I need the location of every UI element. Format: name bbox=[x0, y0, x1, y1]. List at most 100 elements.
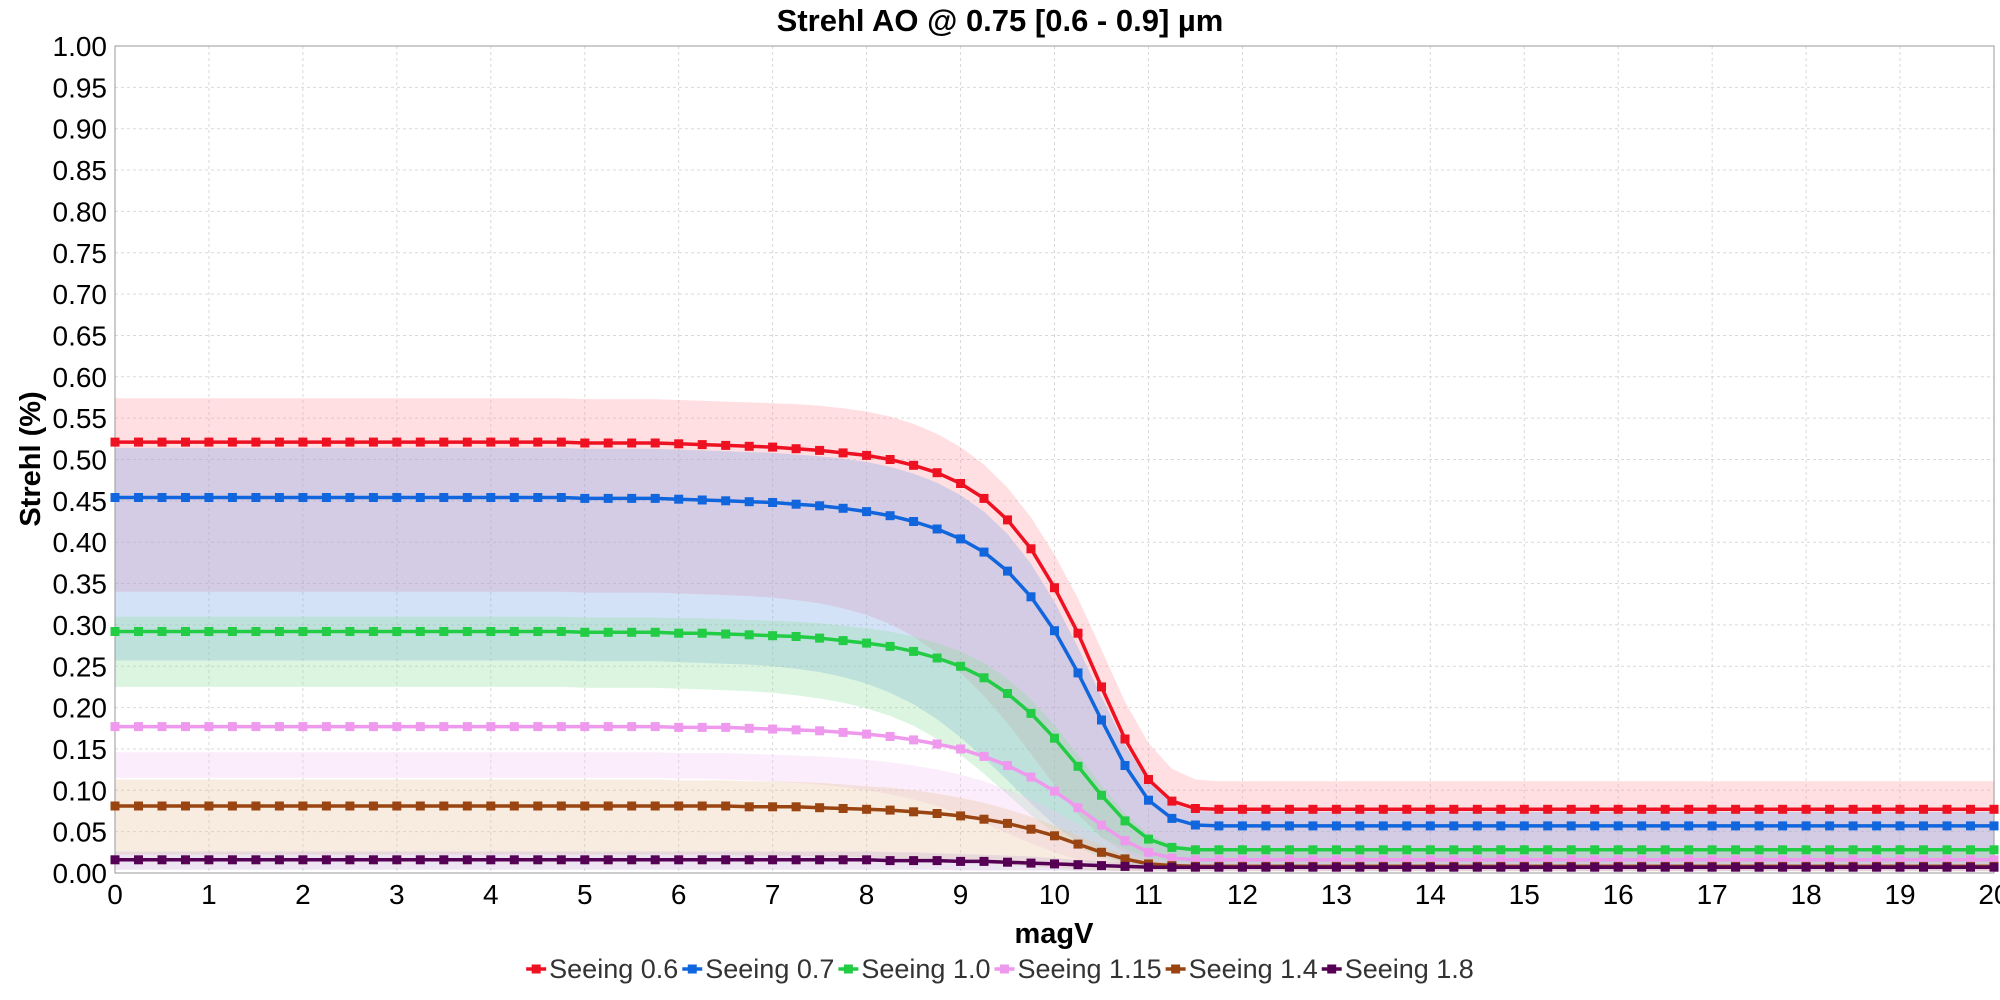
legend-label: Seeing 1.8 bbox=[1345, 954, 1474, 984]
plot-area-frame bbox=[114, 45, 1995, 874]
data-point bbox=[1120, 861, 1130, 871]
data-point bbox=[1026, 772, 1036, 782]
data-point bbox=[1496, 855, 1506, 865]
data-point bbox=[1613, 855, 1623, 865]
data-point bbox=[1660, 821, 1670, 831]
data-point bbox=[1425, 862, 1435, 872]
data-point bbox=[627, 627, 637, 637]
data-point bbox=[862, 729, 872, 739]
data-point bbox=[1801, 845, 1811, 855]
data-point bbox=[298, 722, 308, 732]
data-point bbox=[227, 493, 237, 502]
data-point bbox=[956, 811, 966, 821]
data-point bbox=[909, 807, 919, 817]
data-point bbox=[1355, 862, 1365, 872]
data-point bbox=[368, 493, 378, 502]
data-point bbox=[251, 493, 261, 502]
data-point bbox=[1472, 845, 1482, 855]
x-tick-label: 1 bbox=[201, 879, 217, 910]
data-point bbox=[627, 801, 637, 811]
data-point bbox=[509, 493, 519, 502]
data-point bbox=[1543, 821, 1553, 831]
data-point bbox=[1331, 845, 1341, 855]
data-point bbox=[791, 725, 801, 735]
data-point bbox=[1214, 845, 1224, 855]
data-point bbox=[157, 437, 167, 447]
y-tick-label: 0.60 bbox=[53, 362, 108, 393]
data-point bbox=[1801, 804, 1811, 814]
data-point bbox=[1707, 821, 1717, 831]
data-point bbox=[885, 856, 895, 866]
data-point bbox=[298, 855, 308, 865]
data-point bbox=[274, 722, 284, 732]
data-point bbox=[556, 493, 566, 502]
data-point bbox=[1754, 862, 1764, 872]
data-point bbox=[1050, 786, 1059, 796]
data-point bbox=[909, 856, 919, 866]
data-point bbox=[1754, 804, 1764, 814]
data-point bbox=[1966, 862, 1975, 872]
data-point bbox=[1167, 813, 1177, 823]
data-point bbox=[1637, 804, 1647, 814]
y-tick-label: 0.75 bbox=[53, 238, 108, 269]
data-point bbox=[486, 722, 496, 732]
chart-title: Strehl AO @ 0.75 [0.6 - 0.9] µm bbox=[777, 3, 1224, 38]
data-point bbox=[110, 801, 120, 811]
data-point bbox=[1919, 855, 1928, 865]
data-point bbox=[1966, 855, 1975, 865]
data-point bbox=[181, 855, 190, 865]
data-point bbox=[251, 855, 261, 865]
legend-label: Seeing 1.4 bbox=[1189, 954, 1318, 984]
data-point bbox=[368, 627, 378, 636]
y-tick-label: 0.45 bbox=[53, 486, 108, 517]
data-point bbox=[298, 437, 308, 447]
data-point bbox=[415, 801, 425, 811]
legend-item-seeing-1-4: Seeing 1.4 bbox=[1165, 954, 1318, 984]
data-point bbox=[650, 438, 660, 448]
data-point bbox=[1989, 804, 1999, 814]
data-point bbox=[134, 801, 143, 811]
data-point bbox=[1989, 855, 1999, 865]
data-point bbox=[110, 493, 120, 502]
grid bbox=[114, 45, 1995, 874]
data-point bbox=[321, 722, 331, 732]
data-point bbox=[439, 437, 449, 447]
data-point bbox=[1284, 855, 1294, 865]
x-tick-label: 4 bbox=[483, 879, 499, 910]
data-point bbox=[1097, 847, 1106, 857]
data-point bbox=[768, 855, 778, 865]
data-point bbox=[439, 493, 449, 502]
data-point bbox=[533, 493, 543, 502]
data-point bbox=[1120, 836, 1130, 846]
data-point bbox=[368, 722, 378, 732]
data-point bbox=[134, 437, 143, 447]
data-point bbox=[815, 445, 825, 455]
y-tick-label: 0.05 bbox=[53, 817, 108, 848]
data-point bbox=[580, 627, 590, 637]
data-point bbox=[227, 855, 237, 865]
data-point bbox=[1331, 862, 1341, 872]
data-point bbox=[462, 627, 472, 636]
data-point bbox=[1355, 845, 1365, 855]
data-point bbox=[1097, 861, 1106, 871]
data-point bbox=[321, 801, 331, 811]
data-point bbox=[392, 855, 402, 865]
data-point bbox=[181, 801, 190, 811]
data-point bbox=[1942, 862, 1952, 872]
data-point bbox=[368, 855, 378, 865]
data-point bbox=[838, 503, 848, 513]
data-point bbox=[509, 855, 519, 865]
data-point bbox=[1167, 862, 1177, 872]
data-point bbox=[1989, 862, 1999, 872]
data-point bbox=[1731, 855, 1741, 865]
data-point bbox=[862, 507, 872, 517]
data-point bbox=[204, 801, 214, 811]
data-point bbox=[697, 855, 707, 865]
series-seeing-0-7 bbox=[110, 493, 1999, 831]
legend-item-seeing-1-0: Seeing 1.0 bbox=[838, 954, 990, 984]
data-point bbox=[1003, 566, 1012, 576]
data-point bbox=[1566, 862, 1576, 872]
data-point bbox=[1590, 855, 1600, 865]
data-point bbox=[580, 801, 590, 811]
data-point bbox=[1801, 821, 1811, 831]
